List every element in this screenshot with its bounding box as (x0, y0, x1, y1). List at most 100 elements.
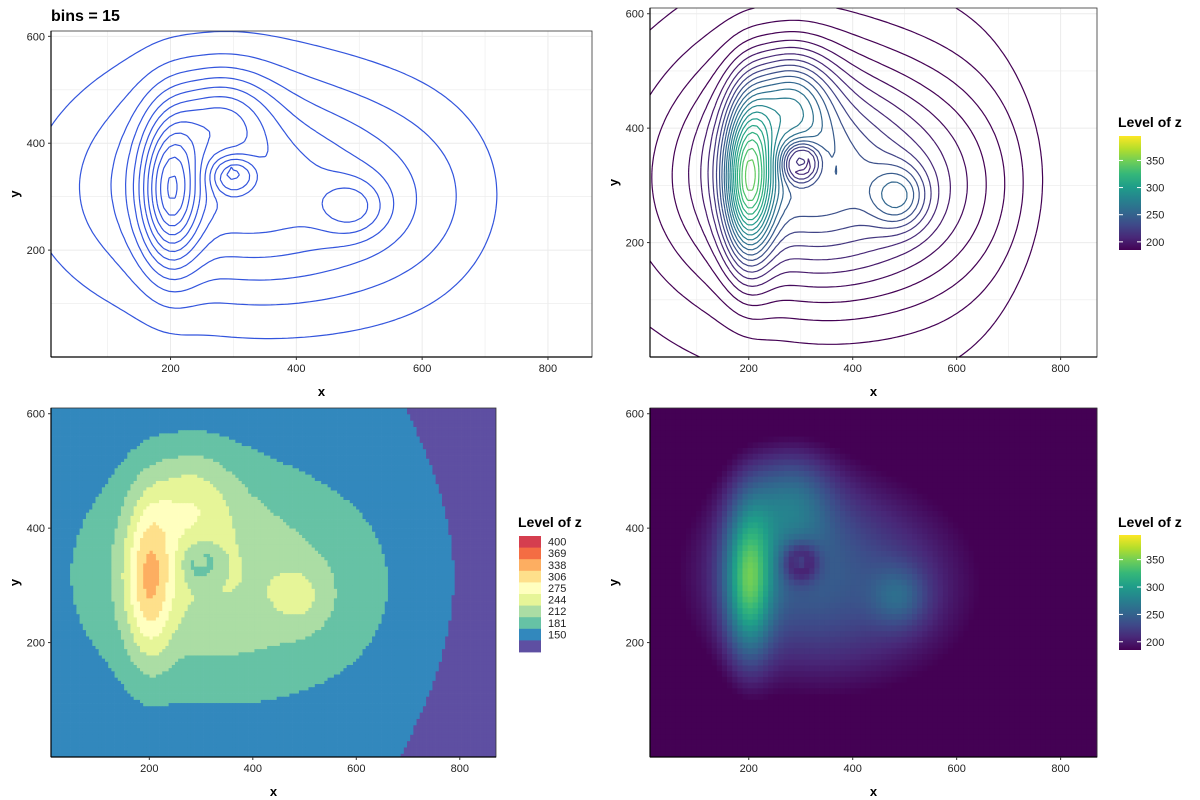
filled-contour-cell (263, 442, 268, 447)
filled-contour-cell (101, 487, 106, 491)
filled-contour-cell (476, 461, 481, 466)
filled-contour-cell (79, 474, 84, 479)
filled-contour-cell (98, 515, 103, 520)
filled-contour-cell (108, 455, 112, 460)
filled-contour-cell (120, 512, 125, 517)
filled-contour-cell (330, 515, 335, 520)
filled-contour-cell (314, 493, 319, 498)
filled-contour-cell (419, 446, 424, 450)
filled-contour-cell (70, 490, 74, 495)
filled-contour-cell (438, 417, 443, 422)
filled-contour-cell (394, 490, 398, 495)
filled-contour-cell (362, 452, 367, 456)
filled-contour-cell (489, 455, 494, 460)
filled-contour-cell (92, 423, 96, 428)
filled-contour-cell (314, 433, 319, 437)
filled-contour-cell (308, 449, 312, 453)
filled-contour-cell (441, 471, 446, 475)
filled-contour-cell (203, 449, 208, 453)
filled-contour-cell (416, 446, 421, 450)
filled-contour-cell (445, 512, 449, 517)
filled-contour-cell (248, 487, 252, 491)
filled-contour-cell (203, 417, 208, 422)
filled-contour-cell (111, 509, 115, 514)
filled-contour-cell (407, 417, 411, 422)
filled-contour-cell (146, 433, 150, 437)
filled-contour-cell (79, 408, 84, 412)
filled-contour-cell (232, 484, 236, 488)
contour-lines (650, 8, 1044, 357)
filled-contour-cell (235, 423, 239, 428)
filled-contour-cell (432, 461, 436, 466)
filled-contour-cell (422, 487, 427, 491)
filled-contour-cell (422, 465, 427, 469)
filled-contour-cell (124, 465, 128, 469)
filled-contour-cell (302, 474, 306, 479)
filled-contour-cell (60, 452, 65, 456)
filled-contour-cell (105, 442, 109, 447)
filled-contour-cell (85, 408, 90, 412)
filled-contour-cell (206, 417, 211, 422)
filled-contour-cell (270, 439, 274, 444)
filled-contour-cell (273, 430, 278, 434)
filled-contour-cell (372, 506, 376, 510)
filled-contour-cell (251, 465, 255, 469)
filled-contour-cell (400, 509, 405, 514)
filled-contour-cell (251, 458, 255, 463)
filled-contour-cell (276, 420, 281, 425)
filled-contour-cell (197, 487, 201, 491)
filled-contour-cell (451, 509, 456, 514)
filled-contour-cell (159, 461, 163, 466)
filled-contour-cell (267, 446, 271, 450)
filled-contour-cell (82, 512, 87, 517)
filled-contour-cell (349, 484, 354, 488)
filled-contour-cell (165, 446, 169, 450)
filled-contour-cell (127, 433, 131, 437)
filled-contour-cell (311, 506, 316, 510)
filled-contour-cell (410, 442, 414, 447)
filled-contour-cell (89, 480, 93, 485)
filled-contour-cell (114, 427, 119, 431)
filled-contour-cell (124, 496, 128, 501)
filled-contour-cell (324, 455, 328, 460)
filled-contour-cell (397, 455, 401, 460)
filled-contour-cell (206, 430, 211, 434)
filled-contour-cell (184, 411, 189, 415)
filled-contour-cell (426, 465, 430, 469)
filled-contour-cell (60, 449, 65, 453)
filled-contour-cell (486, 420, 490, 425)
filled-contour-cell (133, 474, 138, 479)
filled-contour-cell (327, 408, 332, 412)
filled-contour-cell (419, 430, 424, 434)
filled-contour-cell (480, 427, 484, 431)
filled-contour-cell (422, 414, 427, 418)
filled-contour-cell (337, 496, 341, 501)
filled-contour-cell (321, 493, 325, 498)
filled-contour-cell (187, 420, 192, 425)
filled-contour-cell (82, 436, 87, 441)
filled-contour-cell (403, 474, 408, 479)
filled-contour-cell (324, 509, 328, 514)
filled-contour-cell (333, 449, 338, 453)
filled-contour-cell (111, 461, 115, 466)
filled-contour-cell (438, 427, 443, 431)
filled-contour-cell (273, 442, 278, 447)
filled-contour-cell (200, 490, 204, 495)
filled-contour-cell (286, 446, 290, 450)
filled-contour-cell (143, 433, 147, 437)
filled-contour-cell (98, 420, 103, 425)
filled-contour-cell (445, 452, 449, 456)
filled-contour-cell (159, 503, 163, 507)
filled-contour-cell (213, 509, 217, 514)
filled-contour-cell (273, 417, 278, 422)
filled-contour-cell (70, 506, 74, 510)
filled-contour-cell (441, 427, 446, 431)
filled-contour-cell (311, 417, 316, 422)
filled-contour-cell (130, 506, 134, 510)
filled-contour-cell (216, 414, 220, 418)
filled-contour-cell (120, 465, 125, 469)
filled-contour-cell (333, 493, 338, 498)
filled-contour-cell (184, 436, 189, 441)
filled-contour-cell (216, 452, 220, 456)
filled-contour-cell (92, 468, 96, 472)
